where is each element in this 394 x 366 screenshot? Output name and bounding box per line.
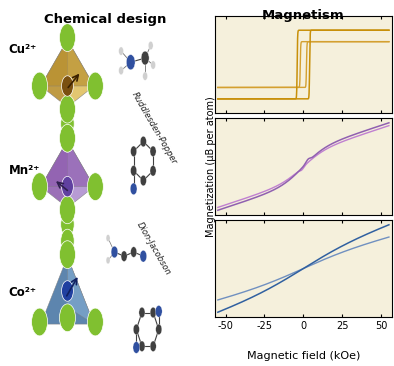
- Circle shape: [133, 324, 139, 335]
- Circle shape: [155, 306, 162, 317]
- Text: Cu²⁺: Cu²⁺: [8, 43, 37, 56]
- Circle shape: [121, 251, 127, 261]
- Circle shape: [119, 47, 123, 55]
- Polygon shape: [41, 40, 67, 107]
- Circle shape: [150, 307, 156, 318]
- Circle shape: [148, 41, 153, 50]
- Polygon shape: [67, 257, 94, 324]
- Polygon shape: [41, 140, 67, 208]
- Circle shape: [139, 341, 145, 352]
- Circle shape: [61, 76, 73, 96]
- Circle shape: [61, 281, 73, 301]
- Circle shape: [87, 308, 103, 336]
- Circle shape: [59, 24, 76, 52]
- Circle shape: [133, 341, 140, 353]
- Circle shape: [130, 146, 137, 157]
- Circle shape: [141, 51, 149, 65]
- Circle shape: [61, 112, 74, 135]
- Circle shape: [140, 136, 147, 147]
- Text: Mn²⁺: Mn²⁺: [8, 164, 40, 177]
- Circle shape: [61, 213, 74, 236]
- Polygon shape: [41, 257, 94, 324]
- Circle shape: [130, 165, 137, 176]
- Circle shape: [111, 246, 118, 258]
- Circle shape: [156, 324, 162, 335]
- Circle shape: [61, 229, 74, 253]
- Circle shape: [126, 55, 135, 70]
- Text: Dion-Jacobson: Dion-Jacobson: [135, 221, 173, 277]
- Circle shape: [59, 196, 76, 224]
- Circle shape: [32, 173, 48, 201]
- Circle shape: [87, 173, 103, 201]
- Polygon shape: [41, 140, 94, 187]
- Polygon shape: [67, 40, 94, 107]
- Circle shape: [61, 176, 73, 197]
- Circle shape: [139, 307, 145, 318]
- Circle shape: [59, 241, 76, 269]
- Circle shape: [150, 146, 156, 157]
- Circle shape: [32, 308, 48, 336]
- Circle shape: [140, 250, 147, 262]
- Circle shape: [59, 304, 76, 332]
- Polygon shape: [67, 140, 94, 208]
- Text: Co²⁺: Co²⁺: [8, 286, 36, 299]
- Circle shape: [106, 235, 110, 242]
- Circle shape: [32, 72, 48, 100]
- Circle shape: [150, 165, 156, 176]
- Circle shape: [119, 66, 123, 75]
- Text: Magnetization (μB per atom): Magnetization (μB per atom): [206, 96, 216, 237]
- Circle shape: [59, 124, 76, 152]
- Circle shape: [150, 341, 156, 352]
- Text: Chemical design: Chemical design: [44, 13, 167, 26]
- Circle shape: [106, 257, 110, 264]
- Circle shape: [59, 95, 76, 123]
- Circle shape: [61, 128, 74, 152]
- Text: Magnetic field (kOe): Magnetic field (kOe): [247, 351, 360, 361]
- Circle shape: [131, 247, 137, 257]
- Circle shape: [87, 72, 103, 100]
- Text: Magnetism: Magnetism: [262, 9, 345, 22]
- Circle shape: [151, 61, 156, 69]
- Circle shape: [130, 183, 137, 195]
- Circle shape: [143, 72, 147, 80]
- Text: Ruddlesden-Popper: Ruddlesden-Popper: [130, 90, 178, 166]
- Polygon shape: [41, 40, 94, 86]
- Circle shape: [140, 175, 147, 186]
